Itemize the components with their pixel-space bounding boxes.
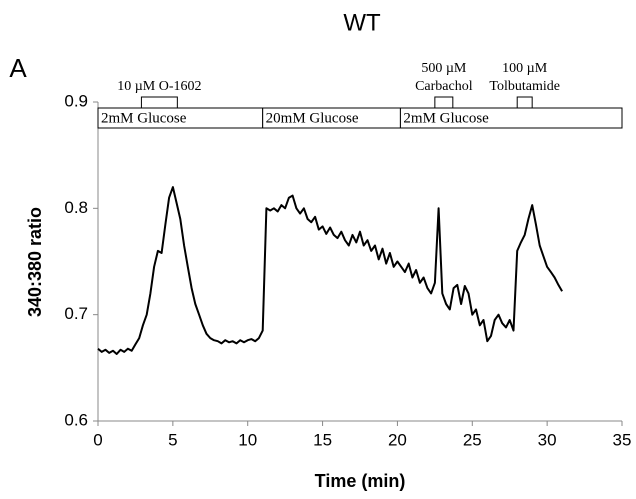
treatment-label: 10 µM O-1602 bbox=[117, 79, 201, 94]
treatment-label: 500 µM bbox=[421, 61, 467, 76]
y-tick-label: 0.6 bbox=[64, 410, 88, 429]
y-axis-label: 340:380 ratio bbox=[25, 207, 45, 317]
y-tick-label: 0.9 bbox=[64, 91, 88, 110]
x-tick-label: 20 bbox=[388, 430, 407, 449]
condition-label: 20mM Glucose bbox=[266, 110, 359, 126]
y-tick-label: 0.8 bbox=[64, 198, 88, 217]
condition-label: 2mM Glucose bbox=[403, 110, 489, 126]
x-tick-label: 5 bbox=[168, 430, 177, 449]
treatment-label: 100 µM bbox=[502, 61, 548, 76]
x-tick-label: 0 bbox=[93, 430, 102, 449]
panel-label: A bbox=[9, 53, 27, 83]
treatment-label: Carbachol bbox=[415, 79, 473, 94]
x-tick-label: 30 bbox=[538, 430, 557, 449]
treatment-bar bbox=[516, 96, 533, 109]
treatment-label: Tolbutamide bbox=[489, 79, 560, 94]
x-tick-label: 35 bbox=[613, 430, 632, 449]
x-tick-label: 10 bbox=[238, 430, 257, 449]
condition-label: 2mM Glucose bbox=[101, 110, 187, 126]
trace bbox=[97, 186, 563, 355]
chart-title: WT bbox=[343, 9, 381, 36]
y-tick-label: 0.7 bbox=[64, 304, 88, 323]
x-tick-label: 25 bbox=[463, 430, 482, 449]
treatment-bar bbox=[140, 96, 178, 109]
x-axis-label: Time (min) bbox=[315, 471, 406, 491]
x-tick-label: 15 bbox=[313, 430, 332, 449]
treatment-bar bbox=[434, 96, 454, 109]
condition-box bbox=[399, 107, 623, 129]
